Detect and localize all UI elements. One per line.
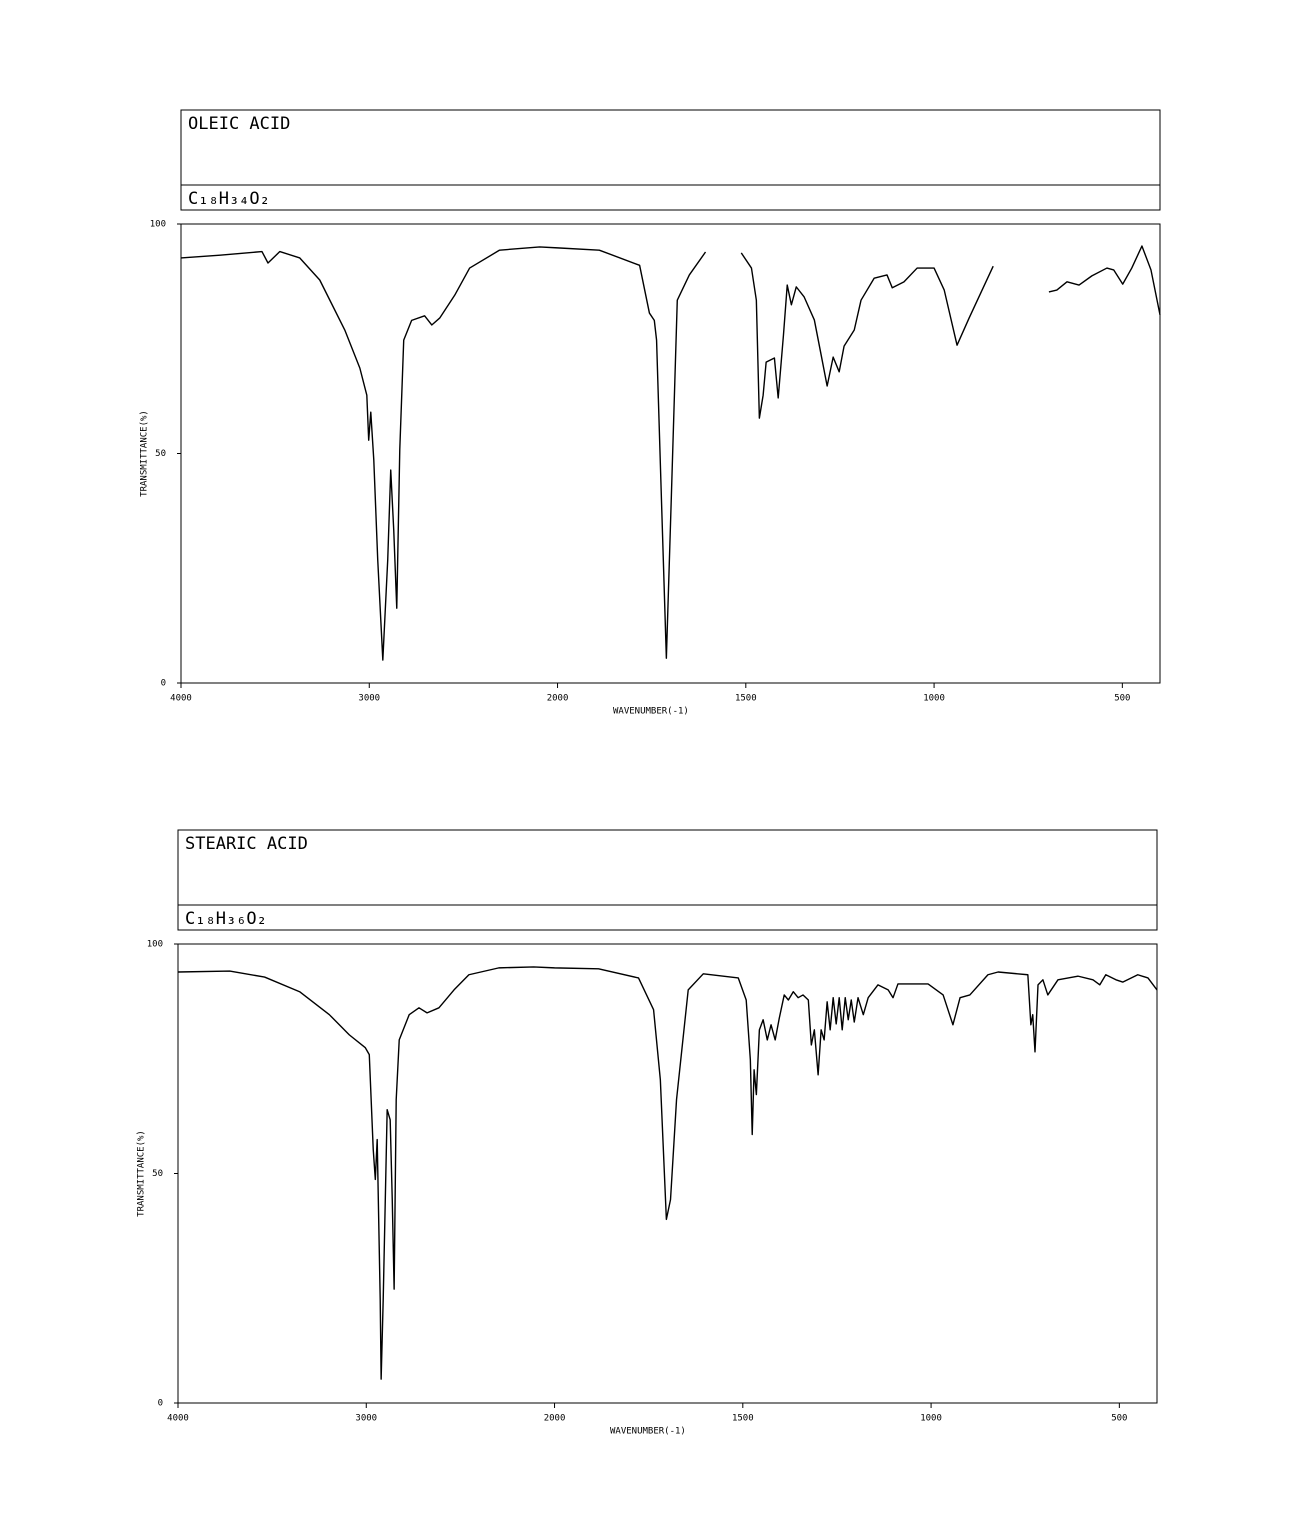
x-tick-label: 3000: [358, 694, 380, 704]
x-tick-label: 500: [1114, 694, 1130, 704]
y-tick-label: 100: [150, 220, 166, 230]
x-tick-label: 2000: [544, 1414, 566, 1424]
plot-frame: [180, 223, 1161, 684]
spectrum-line: [180, 245, 1161, 661]
formula: C₁₈H₃₄O₂: [188, 189, 270, 209]
y-tick-label: 50: [155, 449, 166, 459]
spectrum-chart: STEARIC ACID C₁₈H₃₆O₂ 0 50 100 4000 3000 2000 15…: [137, 829, 1158, 1437]
spectrum-line: [177, 966, 1158, 1380]
x-axis-label: WAVENUMBER(-1): [613, 707, 689, 717]
y-axis-label: TRANSMITTANCE(%): [140, 410, 150, 497]
y-tick-label: 50: [152, 1169, 163, 1179]
x-tick-label: 4000: [167, 1414, 189, 1424]
x-tick-label: 1500: [735, 694, 757, 704]
header-box: [180, 109, 1161, 211]
header-box: [177, 829, 1158, 931]
plot-frame: [177, 943, 1158, 1404]
y-axis-label: TRANSMITTANCE(%): [137, 1130, 147, 1217]
formula: C₁₈H₃₆O₂: [185, 909, 267, 929]
compound-name: OLEIC ACID: [188, 114, 290, 134]
x-tick-label: 2000: [547, 694, 569, 704]
x-tick-label: 1500: [732, 1414, 754, 1424]
spectrum-chart: OLEIC ACID C₁₈H₃₄O₂ 0 50 100 4000 3000 2000 1500…: [140, 109, 1161, 717]
x-tick-label: 4000: [170, 694, 192, 704]
x-tick-label: 1000: [923, 694, 945, 704]
y-tick-label: 100: [147, 940, 163, 950]
x-axis-label: WAVENUMBER(-1): [610, 1427, 686, 1437]
compound-name: STEARIC ACID: [185, 834, 308, 854]
x-tick-label: 500: [1111, 1414, 1127, 1424]
x-tick-label: 3000: [355, 1414, 377, 1424]
y-tick-label: 0: [161, 679, 166, 689]
y-tick-label: 0: [158, 1399, 163, 1409]
x-tick-label: 1000: [920, 1414, 942, 1424]
